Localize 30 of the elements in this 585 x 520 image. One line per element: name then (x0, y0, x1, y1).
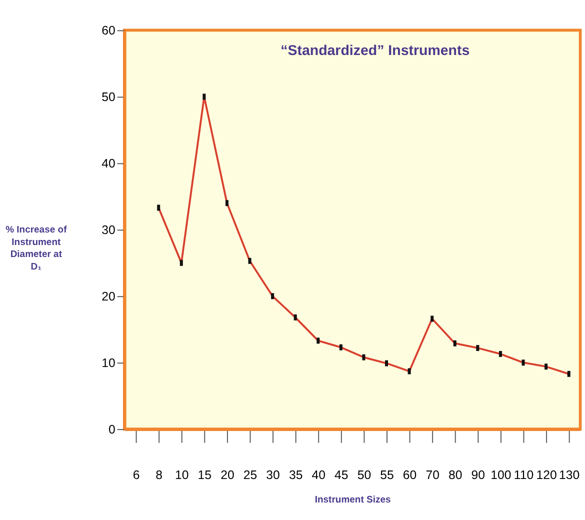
text: “Standardized” Instruments (280, 42, 470, 59)
y-tick-label: 20 (102, 289, 116, 304)
x-tick-label: 120 (536, 468, 557, 482)
y-tick-label: 30 (102, 222, 116, 237)
x-tick-label: 8 (156, 468, 163, 482)
x-tick-label: 60 (402, 468, 417, 482)
x-axis-title: Instrument Sizes (314, 494, 391, 506)
y-tick-label: 40 (102, 156, 116, 170)
x-tick-label: 50 (357, 468, 372, 482)
x-tick-label: 6 (132, 468, 140, 482)
y-tick-label: 50 (102, 90, 116, 104)
y-axis-title: % Increase of Instrument Diameter at D₁ (6, 224, 68, 273)
y-tick-label: 60 (102, 24, 116, 38)
y-tick-label: 10 (102, 356, 116, 370)
x-tick-label: 40 (312, 468, 326, 482)
x-tick-label: 110 (514, 468, 534, 482)
x-tick-label: 130 (559, 468, 580, 482)
x-tick-label: 45 (334, 468, 348, 482)
x-tick-label: 30 (266, 468, 280, 482)
x-tick-label: 70 (426, 468, 440, 482)
x-tick-label: 25 (243, 468, 258, 482)
x-tick-label: 15 (198, 468, 212, 482)
x-tick-label: 55 (380, 468, 394, 482)
x-tick-label: 100 (490, 468, 512, 482)
x-tick-label: 20 (220, 468, 234, 482)
x-tick-label: 10 (175, 468, 189, 482)
x-tick-label: 90 (471, 468, 486, 482)
x-tick-label: 80 (448, 468, 462, 482)
y-tick-label: 0 (108, 422, 116, 436)
x-tick-label: 35 (288, 468, 303, 482)
